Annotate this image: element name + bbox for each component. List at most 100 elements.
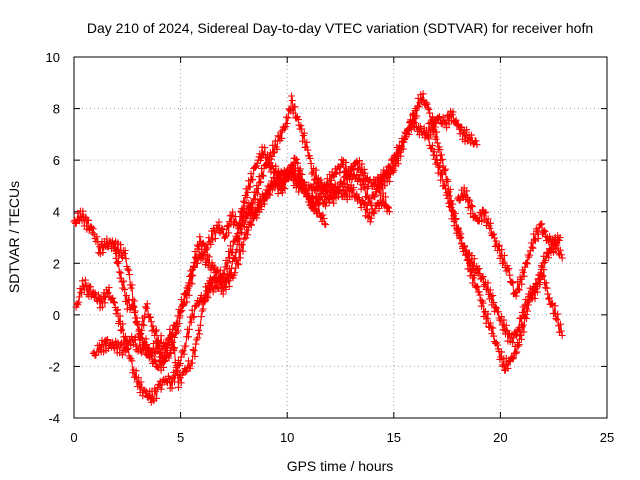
- y-axis-label: SDTVAR / TECUs: [6, 181, 22, 293]
- data-point: [142, 350, 150, 358]
- data-point: [254, 190, 262, 198]
- data-point: [192, 340, 200, 348]
- data-point: [242, 214, 250, 222]
- data-point: [80, 286, 88, 294]
- data-point: [527, 239, 535, 247]
- data-point: [235, 261, 242, 269]
- data-point: [142, 303, 150, 311]
- data-point: [322, 221, 330, 229]
- data-point: [119, 320, 127, 328]
- data-point: [481, 209, 489, 217]
- data-point: [120, 277, 128, 285]
- data-point: [244, 231, 251, 239]
- plot-frame: [73, 56, 608, 419]
- data-point: [263, 191, 271, 199]
- data-point: [110, 298, 118, 306]
- data-point: [342, 187, 350, 195]
- data-point: [353, 171, 361, 179]
- data-point: [390, 166, 398, 174]
- data-point: [361, 169, 369, 177]
- data-point: [498, 348, 505, 356]
- data-point: [483, 285, 491, 293]
- data-point: [183, 298, 191, 306]
- data-point: [243, 193, 251, 201]
- data-point: [509, 355, 517, 363]
- data-point: [249, 176, 257, 184]
- data-point: [104, 243, 112, 251]
- data-point: [142, 335, 150, 343]
- data-point: [520, 312, 528, 320]
- data-point: [167, 340, 175, 348]
- data-point: [247, 170, 255, 178]
- data-point: [498, 313, 505, 320]
- data-point: [143, 304, 150, 312]
- data-point: [479, 273, 487, 281]
- data-point: [487, 323, 495, 331]
- data-point: [219, 290, 227, 298]
- data-point: [425, 135, 433, 143]
- y-tick-label: 2: [53, 256, 60, 271]
- data-point: [185, 325, 193, 333]
- data-point: [257, 178, 265, 186]
- data-point: [545, 295, 553, 303]
- data-point: [531, 235, 538, 243]
- data-point: [124, 265, 132, 273]
- data-point: [492, 303, 499, 311]
- data-point: [542, 279, 550, 287]
- y-tick-label: 8: [53, 102, 60, 117]
- data-point: [366, 218, 374, 226]
- data-point: [254, 201, 262, 209]
- data-point: [515, 285, 522, 293]
- data-point: [164, 344, 171, 352]
- data-point: [211, 235, 219, 243]
- data-point: [291, 103, 299, 111]
- data-point: [534, 235, 542, 243]
- data-point: [474, 283, 481, 291]
- data-point: [536, 281, 544, 288]
- data-point: [193, 241, 201, 249]
- data-point: [364, 213, 372, 221]
- data-point: [137, 334, 145, 342]
- data-point: [547, 300, 555, 308]
- data-point: [274, 190, 282, 198]
- data-point: [111, 244, 118, 252]
- data-point: [355, 194, 362, 202]
- x-tick-label: 0: [70, 430, 77, 445]
- data-point: [224, 259, 232, 267]
- data-point: [490, 230, 498, 238]
- data-point: [554, 310, 562, 318]
- data-point: [88, 229, 96, 237]
- axis-ticks: 0 5 10 15 20 25 -4 -2 0 2 4 6 8 10: [46, 50, 615, 445]
- data-point: [78, 217, 86, 225]
- data-point: [214, 285, 222, 293]
- data-point: [515, 341, 523, 349]
- data-point: [298, 125, 306, 133]
- data-point: [544, 290, 552, 298]
- data-point: [363, 184, 371, 192]
- data-point: [75, 298, 82, 306]
- data-point: [184, 287, 191, 294]
- data-point: [175, 320, 183, 327]
- data-point: [523, 259, 530, 267]
- data-point: [371, 207, 379, 215]
- data-point: [422, 99, 430, 107]
- data-point: [442, 184, 449, 192]
- data-point: [472, 214, 480, 222]
- data-point: [330, 193, 338, 201]
- data-point: [386, 208, 393, 216]
- data-point: [556, 320, 564, 328]
- data-point: [99, 249, 107, 256]
- data-point: [225, 282, 233, 290]
- data-point: [531, 295, 539, 302]
- data-point: [454, 224, 462, 232]
- data-point: [509, 338, 517, 346]
- data-point: [385, 162, 393, 170]
- data-point: [491, 234, 498, 242]
- data-point: [136, 330, 144, 338]
- data-point: [174, 327, 182, 335]
- data-point: [371, 193, 379, 201]
- data-point: [264, 159, 272, 167]
- data-point: [116, 274, 124, 282]
- data-point: [486, 286, 494, 294]
